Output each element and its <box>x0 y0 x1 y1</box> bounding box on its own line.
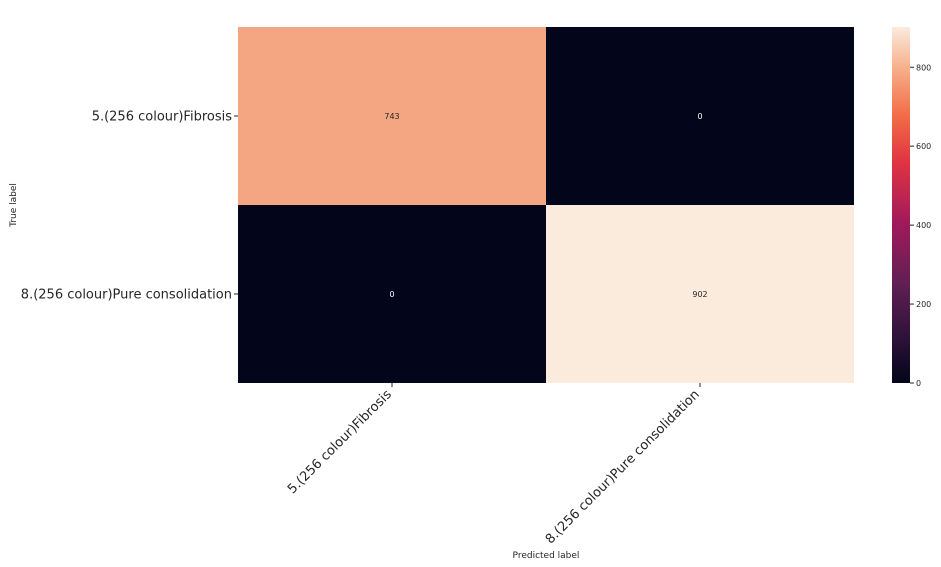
colorbar-tick-label: 600 <box>916 142 931 151</box>
heatmap-cell <box>546 205 854 383</box>
y-tick-labels: 5.(256 colour)Fibrosis 8.(256 colour)Pure… <box>21 110 238 303</box>
colorbar-tick-label: 0 <box>916 379 921 388</box>
heatmap-cell <box>238 27 546 205</box>
colorbar-tick-label: 800 <box>916 63 931 72</box>
x-tick-labels: 5.(256 colour)Fibrosis 8.(256 colour)Pure… <box>285 383 703 547</box>
colorbar-tick-label: 400 <box>916 221 931 230</box>
heatmap-cells <box>238 27 854 383</box>
colorbar-tick-label: 200 <box>916 300 931 309</box>
heatmap-cell <box>546 27 854 205</box>
y-axis-label: True label <box>9 183 19 228</box>
x-tick-label: 5.(256 colour)Fibrosis <box>285 387 395 497</box>
colorbar: 0 200 400 600 800 <box>892 27 931 388</box>
heatmap-cell <box>238 205 546 383</box>
x-axis-label: Predicted label <box>513 551 580 561</box>
x-tick-label: 8.(256 colour)Pure consolidation <box>543 387 703 547</box>
y-tick-label: 8.(256 colour)Pure consolidation <box>21 288 232 303</box>
cell-value-label: 0 <box>389 290 394 299</box>
cell-value-label: 743 <box>384 112 399 121</box>
cell-value-label: 0 <box>697 112 702 121</box>
cell-value-label: 902 <box>692 290 707 299</box>
y-tick-label: 5.(256 colour)Fibrosis <box>92 110 233 125</box>
colorbar-gradient <box>892 27 910 383</box>
cell-value-labels: 743 0 0 902 <box>384 112 707 299</box>
colorbar-ticks: 0 200 400 600 800 <box>910 63 931 388</box>
